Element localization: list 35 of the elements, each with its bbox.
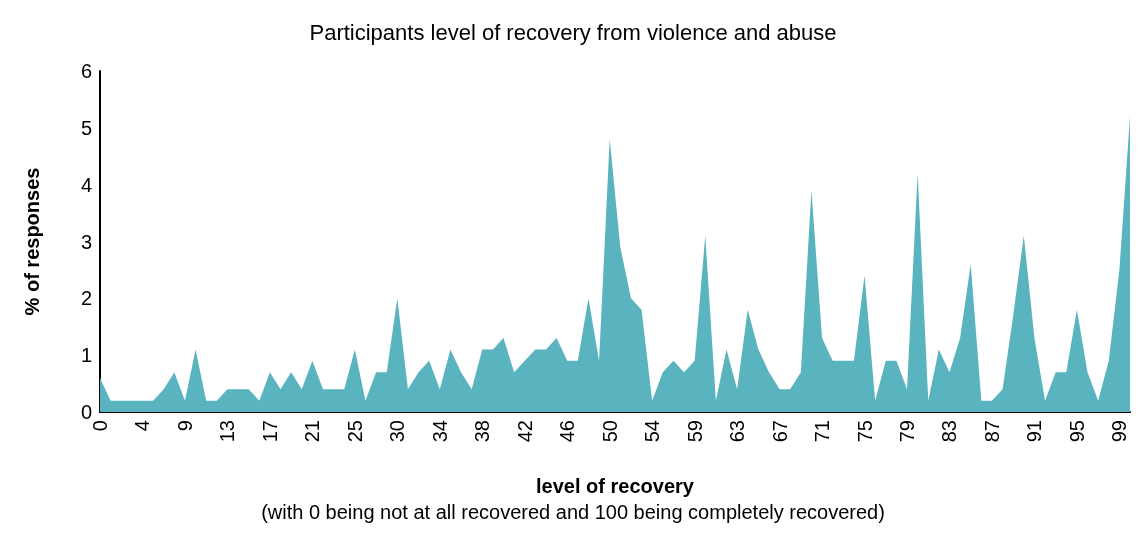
x-tick-label: 83 [938,420,961,443]
x-tick-label: 67 [768,420,791,443]
y-tick-label: 1 [80,344,92,367]
x-tick-label: 91 [1023,420,1046,443]
x-tick-label: 79 [896,420,919,443]
x-tick-label: 9 [173,420,196,432]
x-tick-label: 13 [216,420,239,443]
x-tick-label: 4 [131,420,154,432]
x-tick-label: 54 [641,420,664,443]
x-tick-label: 0 [89,420,111,432]
x-tick-label: 71 [811,420,834,443]
y-tick-label: 3 [80,230,92,253]
y-tick-label: 6 [80,60,92,82]
x-axis-title: level of recovery [536,475,695,497]
x-tick-label: 30 [386,420,409,443]
x-tick-label: 87 [980,420,1003,443]
x-tick-label: 95 [1065,420,1088,443]
y-axis-title: % of responses [21,167,43,316]
y-tick-label: 2 [80,287,92,310]
x-tick-label: 34 [428,420,451,443]
x-tick-label: 25 [343,420,366,443]
x-tick-label: 50 [598,420,621,443]
chart-title: Participants level of recovery from violence and abuse [309,19,837,45]
x-tick-label: 17 [258,420,281,443]
text: (with 0 being not at all recovered and 100 being completely recovered) [261,501,885,523]
x-tick-label: 63 [726,420,749,443]
y-tick-label: 5 [80,116,92,139]
x-tick-label: 42 [513,420,536,443]
x-tick-label: 21 [301,420,324,443]
x-tick-label: 59 [683,420,706,443]
x-tick-label: 38 [471,420,494,443]
x-tick-label: 46 [556,420,579,443]
y-tick-label: 4 [80,173,92,196]
x-tick-label: 75 [853,420,876,443]
x-tick-label: 99 [1108,420,1131,443]
